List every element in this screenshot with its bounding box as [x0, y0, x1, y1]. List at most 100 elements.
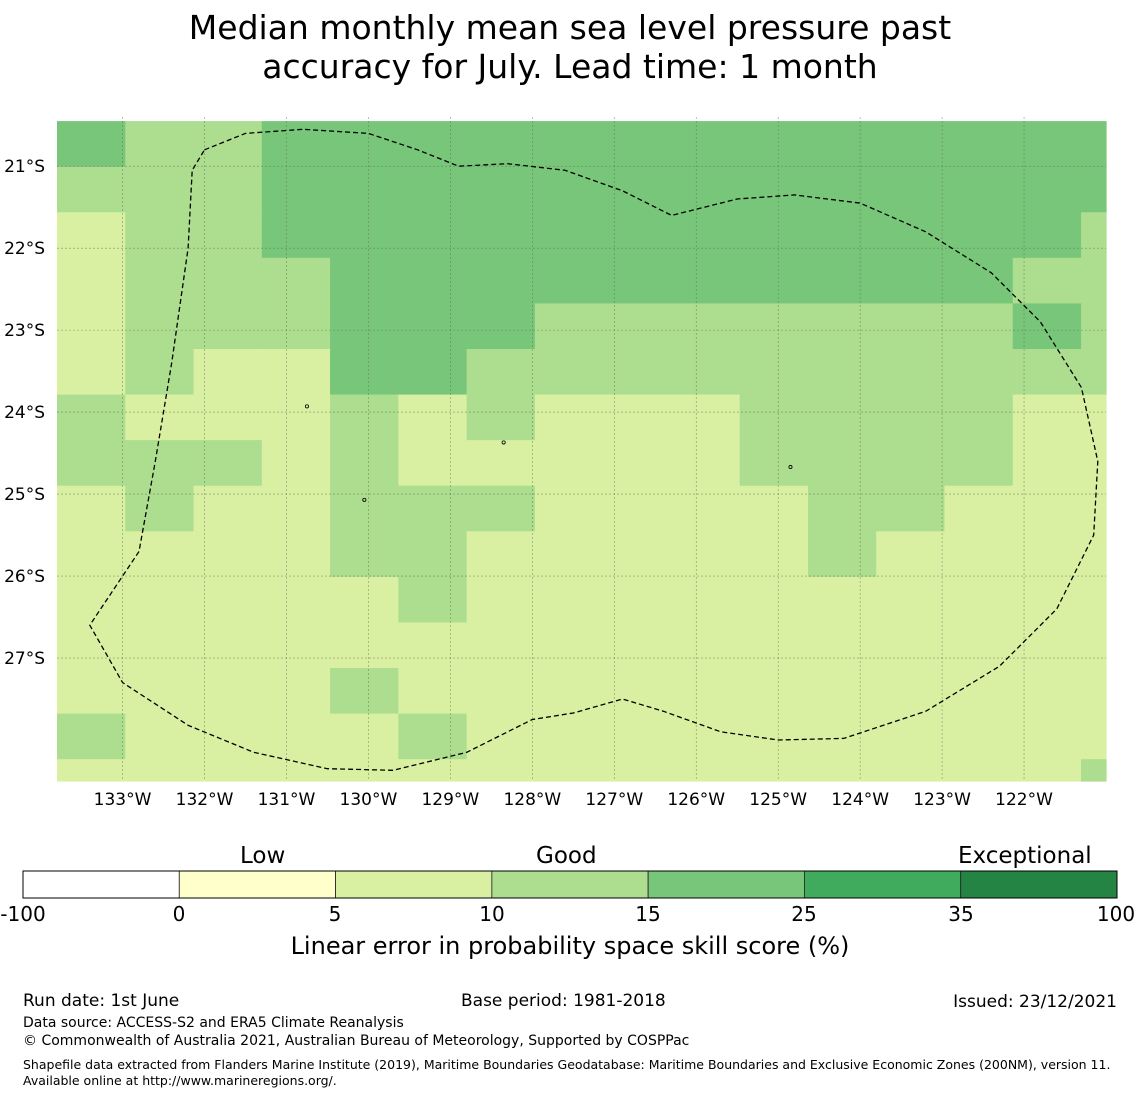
skill-cell [57, 576, 126, 624]
skill-cell [534, 531, 604, 578]
skill-cell [876, 759, 946, 782]
skill-cell [876, 348, 946, 396]
longitude-tick-label: 133°W [94, 790, 152, 810]
skill-cell [1081, 121, 1107, 168]
skill-cell [125, 440, 195, 487]
longitude-tick-label: 125°W [749, 790, 807, 810]
skill-cell [1012, 531, 1082, 578]
skill-cell [534, 759, 604, 782]
skill-cell [398, 303, 468, 350]
skill-cell [603, 576, 673, 624]
skill-cell [944, 622, 1014, 669]
skill-cell [739, 440, 809, 487]
skill-cell [671, 576, 741, 624]
latitude-tick-label: 27°S [4, 649, 45, 669]
skill-cell [1081, 166, 1107, 213]
skill-cell [671, 121, 741, 168]
skill-cell [671, 348, 741, 396]
skill-cell [603, 257, 673, 305]
skill-cell [739, 303, 809, 350]
skill-cell [330, 668, 399, 715]
skill-cell [944, 394, 1014, 441]
skill-cell [534, 713, 604, 760]
skill-cell [739, 348, 809, 396]
skill-cell [807, 759, 877, 782]
colorbar-tick: -100 [0, 902, 46, 926]
skill-cell [261, 121, 331, 168]
skill-cell [534, 622, 604, 669]
skill-cell [671, 440, 741, 487]
skill-cell [398, 713, 468, 760]
base-period: Base period: 1981-2018 [461, 991, 666, 1011]
skill-cell [398, 759, 468, 782]
colorbar-tick: 35 [948, 902, 974, 926]
skill-cell [944, 166, 1014, 213]
skill-cell [1081, 531, 1107, 578]
skill-cell [739, 485, 809, 532]
skill-cell [330, 576, 399, 624]
skill-cell [944, 303, 1014, 350]
skill-cell [466, 576, 536, 624]
skill-cell [1081, 668, 1107, 715]
skill-cell [57, 531, 126, 578]
skill-cell [193, 622, 263, 669]
skill-cell [261, 348, 331, 396]
skill-cell [603, 713, 673, 760]
longitude-tick-label: 129°W [421, 790, 479, 810]
skill-cell [534, 212, 604, 259]
skill-cell [534, 166, 604, 213]
skill-cell [876, 394, 946, 441]
skill-cell [807, 531, 877, 578]
skill-cell [603, 348, 673, 396]
longitude-tick-label: 130°W [340, 790, 398, 810]
skill-cell [1012, 576, 1082, 624]
skill-cell [466, 257, 536, 305]
skill-cell [1081, 257, 1107, 305]
page-title-line-2: accuracy for July. Lead time: 1 month [262, 47, 878, 86]
skill-cell [261, 440, 331, 487]
skill-cell [739, 576, 809, 624]
skill-cell [466, 121, 536, 168]
skill-cell [739, 257, 809, 305]
skill-cell [1081, 303, 1107, 350]
page-title-line-1: Median monthly mean sea level pressure p… [188, 8, 952, 47]
skill-cell [876, 440, 946, 487]
skill-cell [944, 348, 1014, 396]
skill-cell [876, 121, 946, 168]
skill-cell [1081, 212, 1107, 259]
skill-cell [398, 485, 468, 532]
island-marker [501, 440, 506, 445]
skill-cell [807, 257, 877, 305]
colorbar-tick: 100 [1096, 902, 1136, 926]
skill-cell [671, 622, 741, 669]
skill-cell [603, 668, 673, 715]
skill-cell [944, 212, 1014, 259]
skill-cell [603, 303, 673, 350]
skill-cell [807, 713, 877, 760]
copyright: © Commonwealth of Australia 2021, Austra… [23, 1033, 690, 1049]
skill-cell [330, 759, 399, 782]
skill-cell [1012, 257, 1082, 305]
skill-cell [1012, 713, 1082, 760]
skill-cell [1012, 348, 1082, 396]
skill-cell [261, 485, 331, 532]
skill-cell [534, 121, 604, 168]
skill-cell [466, 531, 536, 578]
skill-cell [57, 713, 126, 760]
skill-cell [671, 394, 741, 441]
latitude-tick-label: 25°S [4, 485, 45, 505]
eez-boundary [89, 128, 1099, 771]
island-marker [304, 404, 309, 409]
skill-cell [739, 531, 809, 578]
skill-cell [1012, 121, 1082, 168]
longitude-tick-label: 124°W [831, 790, 889, 810]
skill-cell [1081, 485, 1107, 532]
skill-grid-cells [57, 121, 1107, 782]
skill-cell [193, 759, 263, 782]
skill-cell [1012, 485, 1082, 532]
skill-cell [330, 485, 399, 532]
colorbar-frame [22, 870, 1118, 899]
skill-cell [398, 531, 468, 578]
skill-cell [603, 440, 673, 487]
